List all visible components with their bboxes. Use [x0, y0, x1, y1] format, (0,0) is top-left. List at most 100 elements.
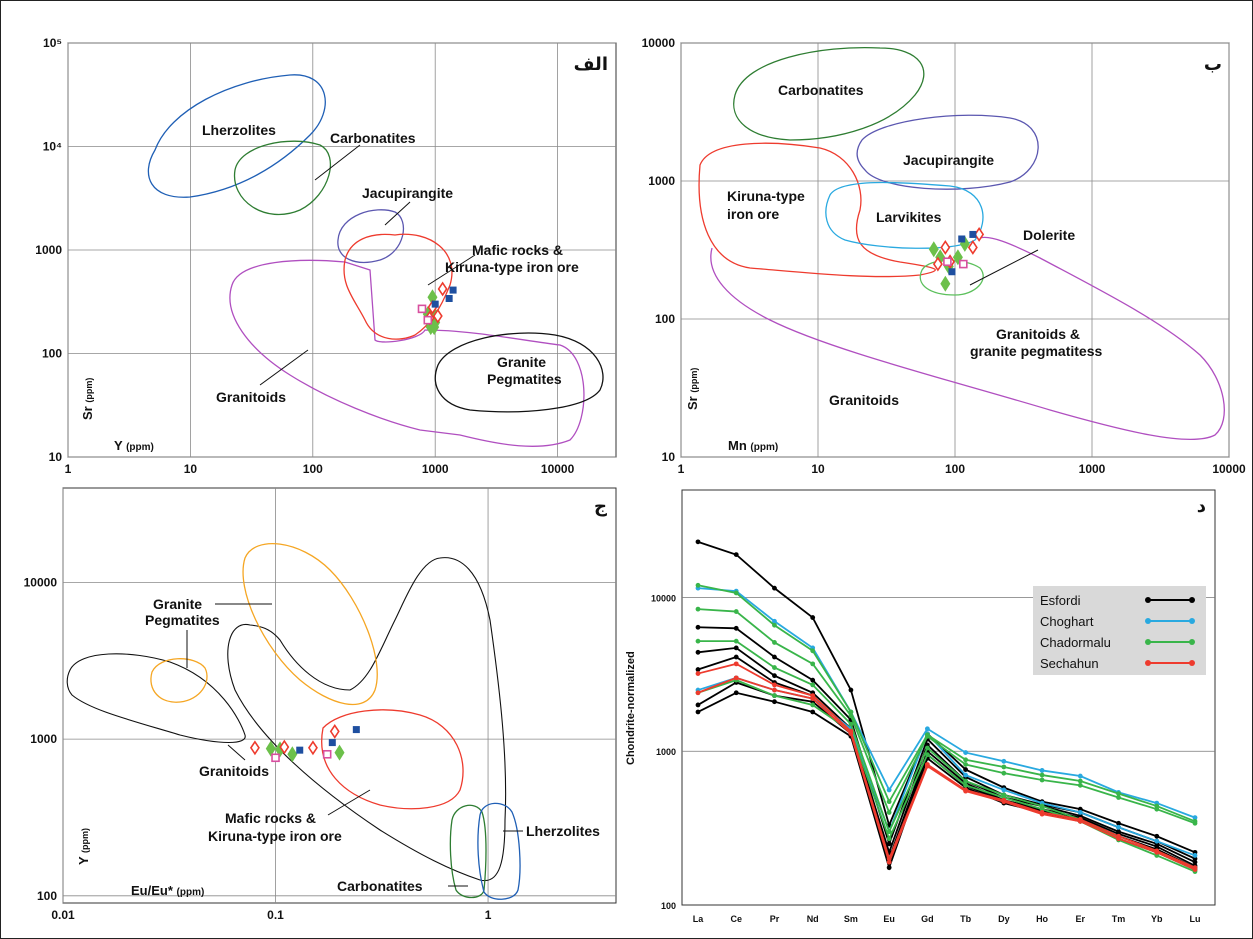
panel-c-ticks: 0.01 0.1 1 100 1000 10000: [24, 575, 492, 922]
xtick-label-Lu: Lu: [1190, 914, 1201, 924]
series-point-chadormalu: [848, 721, 854, 727]
series-line-esfordi: [697, 691, 1196, 871]
series-point-sechahun: [1116, 836, 1121, 842]
xtick-label-Ce: Ce: [730, 914, 742, 924]
panel-a-xlabel: Y (ppm): [114, 438, 154, 453]
label-lherzolites-c: Lherzolites: [526, 823, 600, 839]
label-granitoids-a: Granitoids: [216, 389, 286, 405]
marker-red-diamond: [967, 240, 978, 255]
leader-granitoids-a: [259, 349, 309, 386]
series-point-esfordi: [1116, 820, 1121, 826]
marker-green-diamond: [928, 241, 939, 258]
series-point-chadormalu: [963, 757, 969, 763]
field-jacupirangite-a: [337, 209, 404, 264]
panel-a-ylabel-var: Sr: [80, 406, 95, 420]
series-point-chadormalu: [924, 745, 930, 751]
marker-blue-square: [958, 235, 966, 243]
field-big-c: [227, 557, 507, 882]
ytick-label: 100: [37, 889, 57, 903]
series-point-esfordi: [963, 767, 969, 772]
field-jacupirangite-b: [856, 114, 1039, 190]
series-point-chadormalu: [810, 661, 816, 667]
field-granitoids-b: [710, 236, 1225, 441]
series-point-sechahun: [810, 696, 816, 701]
panel-c-ylabel-var: Y: [76, 856, 91, 865]
panel-a-ylabel: Sr (ppm): [80, 378, 95, 420]
ytick-label: 10: [49, 450, 63, 464]
series-point-chadormalu: [886, 836, 892, 842]
series-point-choghart: [1077, 773, 1083, 779]
field-kiruna-b: [698, 142, 936, 278]
series-point-sechahun: [772, 687, 777, 693]
series-point-sechahun: [1192, 867, 1198, 872]
series-point-chadormalu: [1001, 770, 1007, 776]
marker-blue-square: [445, 294, 453, 302]
series-point-sechahun: [848, 731, 854, 737]
series-point-chadormalu: [1192, 820, 1198, 826]
marker-red-diamond: [932, 256, 943, 272]
series-line-sechahun: [697, 662, 1196, 869]
xtick-label-Tb: Tb: [960, 914, 971, 924]
series-point-esfordi: [733, 690, 739, 696]
series-line-chadormalu: [697, 584, 1196, 823]
legend-chadormalu-swatch: [1145, 639, 1195, 645]
series-point-chadormalu: [772, 622, 777, 628]
series-point-esfordi: [695, 667, 701, 672]
panel-b-xlabel: Mn (ppm): [728, 438, 778, 453]
xtick-label: 100: [303, 462, 323, 476]
marker-red-diamond: [329, 723, 340, 739]
label-kiruna-b-1: Kiruna-type: [727, 188, 805, 204]
ytick-label: 10⁴: [43, 140, 62, 154]
marker-green-diamond: [940, 275, 951, 292]
marker-blue-square: [431, 300, 439, 308]
xtick-label-Sm: Sm: [844, 914, 858, 924]
series-point-esfordi: [848, 687, 854, 693]
marker-pink-square: [423, 315, 433, 325]
series-point-sechahun: [772, 682, 777, 688]
label-granitoids-pegmatites-b-1: Granitoids &: [996, 326, 1080, 342]
series-point-esfordi: [772, 585, 777, 591]
series-point-esfordi: [772, 699, 777, 705]
xtick-label: 10000: [1212, 462, 1246, 476]
series-point-esfordi: [733, 654, 739, 660]
xtick-label: 100: [945, 462, 965, 476]
leader-dolerite-b: [969, 249, 1039, 286]
panel-c-xlabel-var: Eu/Eu*: [131, 883, 174, 898]
series-point-choghart: [886, 787, 892, 793]
field-mafic-a: [343, 233, 453, 340]
panel-c-markers: [249, 723, 360, 763]
legend: Esfordi Choghart Chadormalu Sechahun: [1033, 586, 1206, 675]
series-point-chadormalu: [733, 590, 739, 596]
series-point-sechahun: [733, 675, 739, 681]
series-point-sechahun: [1039, 811, 1045, 817]
leader-mafic-a: [427, 254, 476, 286]
field-pegmatites-small-c: [150, 658, 208, 703]
series-line-sechahun: [697, 676, 1196, 871]
legend-esfordi-label: Esfordi: [1040, 593, 1081, 608]
label-carbonatites-a: Carbonatites: [330, 130, 416, 146]
field-carbonatites-c: [449, 804, 487, 899]
panel-b-markers: [928, 226, 985, 292]
series-point-chadormalu: [886, 810, 892, 815]
label-dolerite-b: Dolerite: [1023, 227, 1075, 243]
panel-a-ylabel-unit: (ppm): [84, 378, 94, 403]
series-point-chadormalu: [1116, 795, 1121, 800]
ytick-label: 10000: [642, 36, 676, 50]
series-line-esfordi: [697, 656, 1196, 867]
series-point-sechahun: [1154, 849, 1160, 855]
xtick-label: 1: [485, 908, 492, 922]
label-pegmatites-a-2: Pegmatites: [487, 371, 562, 387]
series-point-esfordi: [733, 625, 739, 631]
marker-red-diamond: [307, 740, 318, 756]
label-pegmatites-c-2: Pegmatites: [145, 612, 220, 628]
panel-d: 100 1000 10000 La Ce Pr Nd Sm Eu Gd Tb Dy Ho Er Tm Yb Lu…: [625, 489, 1216, 924]
ytick-label: 10: [662, 450, 676, 464]
field-granitoids-a: [229, 259, 585, 447]
xtick-label: 1: [65, 462, 72, 476]
marker-blue-square: [328, 739, 336, 747]
series-point-choghart: [1077, 810, 1083, 815]
label-granitoids-c: Granitoids: [199, 763, 269, 779]
series-point-chadormalu: [1154, 806, 1160, 812]
series-point-choghart: [963, 772, 969, 778]
